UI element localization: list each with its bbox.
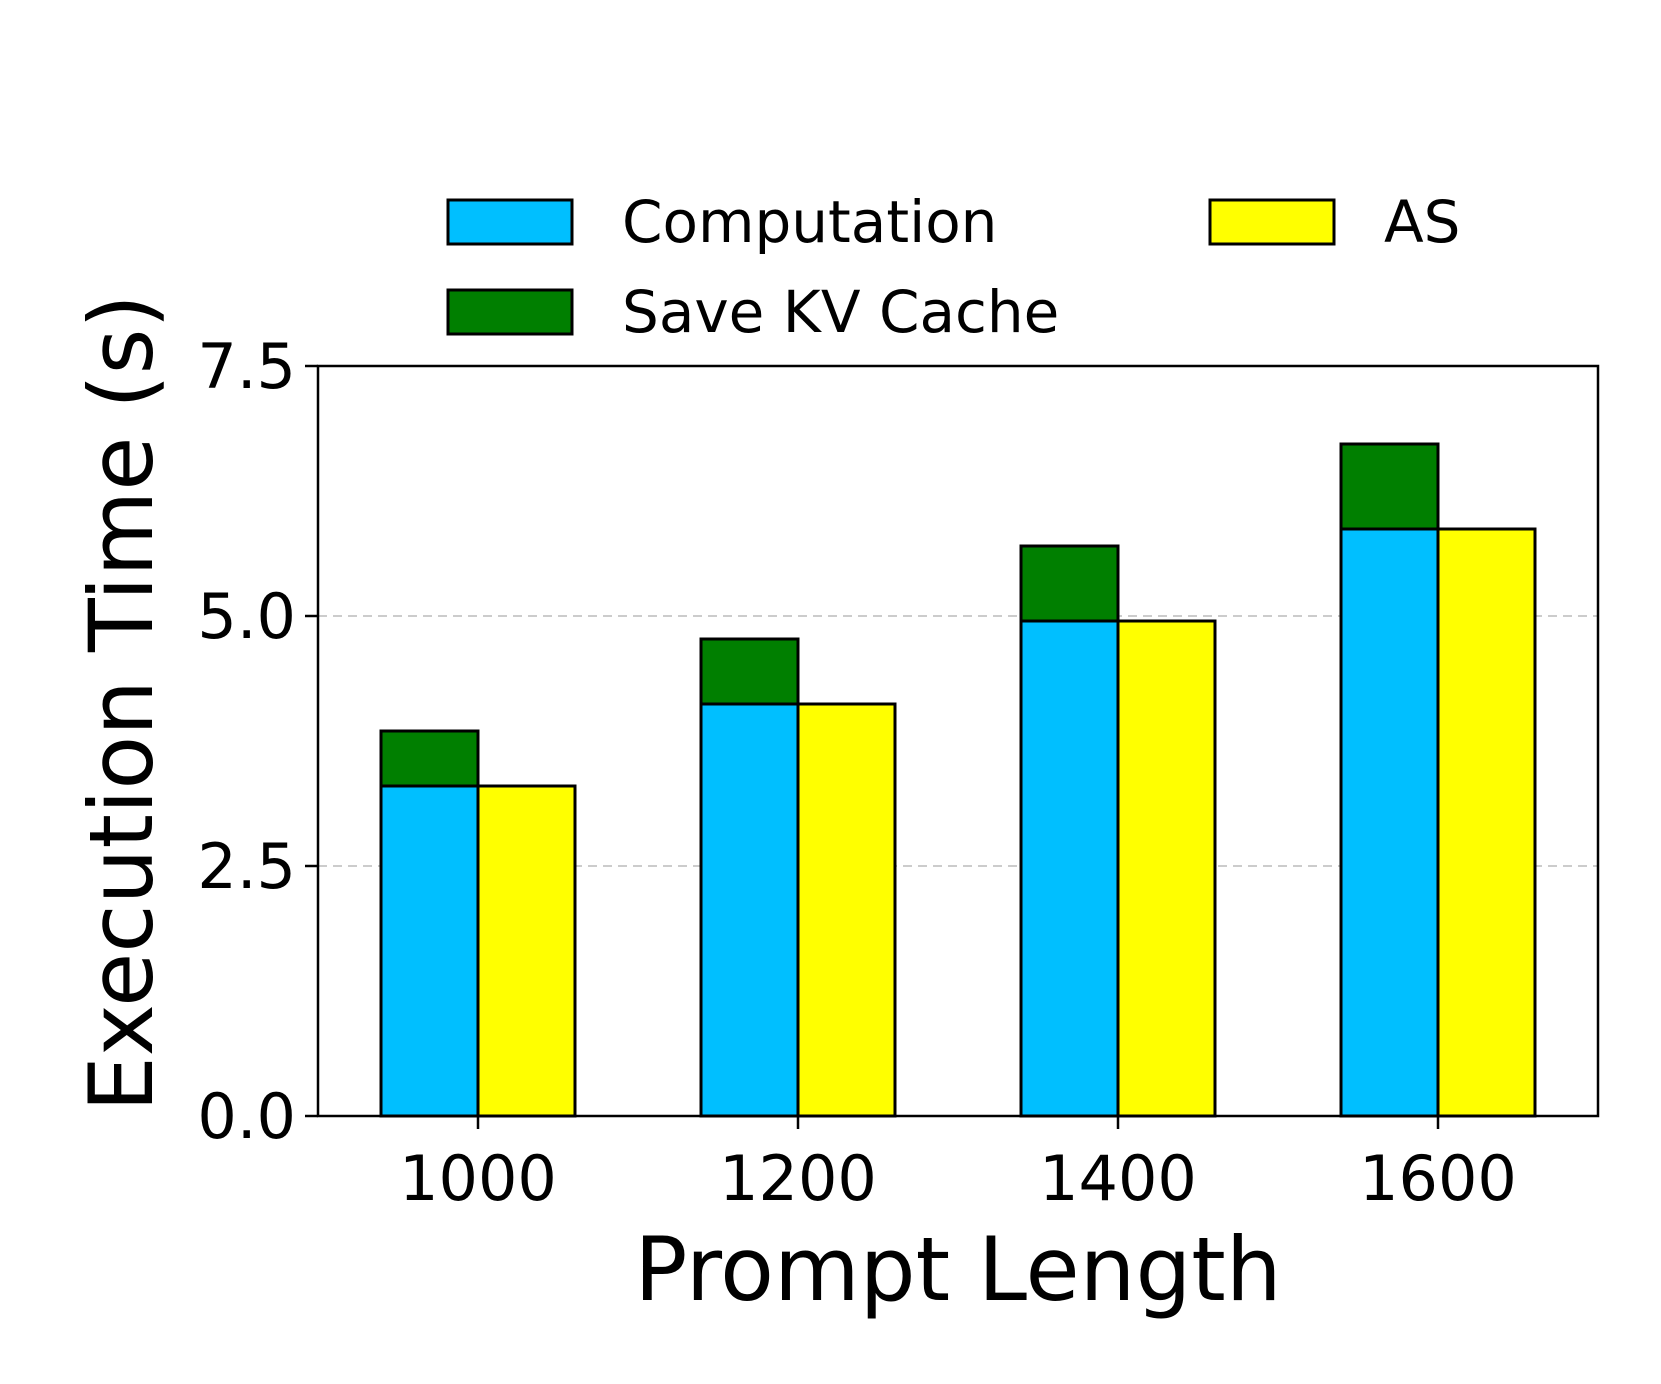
- x-tick-label: 1600: [1359, 1142, 1517, 1215]
- y-tick-label: 7.5: [197, 330, 296, 403]
- x-tick-label: 1200: [719, 1142, 877, 1215]
- bar-save-kv-cache-1200: [699, 637, 800, 706]
- legend: Computation Save KV Cache AS: [446, 188, 1461, 346]
- bar-save-kv-cache-1600: [1339, 442, 1440, 531]
- y-tick-label: 0.0: [197, 1080, 296, 1153]
- legend-swatch-computation: [446, 198, 574, 246]
- bar-computation-1400: [1019, 619, 1120, 1118]
- x-axis-title: Prompt Length: [634, 1218, 1281, 1321]
- legend-label: Computation: [622, 188, 997, 256]
- y-axis: 0.0 2.5 5.0 7.5: [197, 330, 318, 1153]
- x-tick-label: 1000: [399, 1142, 557, 1215]
- bar-computation-1000: [379, 784, 480, 1118]
- y-tick-label: 5.0: [197, 580, 296, 653]
- y-tick-label: 2.5: [197, 830, 296, 903]
- bar-as-1200: [796, 702, 897, 1118]
- bar-computation-1600: [1339, 527, 1440, 1118]
- y-axis-title: Execution Time (s): [70, 294, 173, 1112]
- legend-label: Save KV Cache: [622, 278, 1059, 346]
- legend-swatch-as: [1208, 198, 1336, 246]
- bar-save-kv-cache-1000: [379, 729, 480, 788]
- bar-as-1600: [1436, 527, 1537, 1118]
- x-axis: 1000 1200 1400 1600: [399, 1116, 1517, 1215]
- bar-computation-1200: [699, 702, 800, 1118]
- bar-save-kv-cache-1400: [1019, 544, 1120, 623]
- bar-as-1000: [476, 784, 577, 1118]
- x-tick-label: 1400: [1039, 1142, 1197, 1215]
- bar-as-1400: [1116, 619, 1217, 1118]
- legend-label: AS: [1384, 188, 1461, 256]
- plot-frame: [316, 364, 1600, 1118]
- bars: [379, 442, 1537, 1118]
- legend-swatch-save-kv-cache: [446, 288, 574, 336]
